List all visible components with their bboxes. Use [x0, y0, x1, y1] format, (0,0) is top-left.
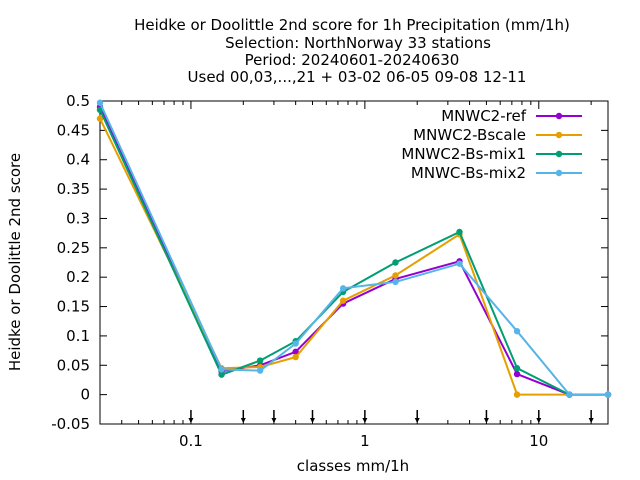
series-point-1	[339, 297, 347, 304]
x-tick-label: 10	[529, 432, 548, 450]
threshold-arrow-head	[536, 418, 542, 423]
legend-swatch-marker	[555, 169, 563, 177]
legend-swatch-marker	[555, 150, 563, 158]
y-tick-label: 0.35	[57, 180, 90, 198]
threshold-arrow-head	[240, 418, 246, 423]
x-tick-label: 0.1	[179, 432, 203, 450]
series-point-1	[96, 115, 104, 122]
series-point-3	[392, 278, 399, 286]
y-tick-label: 0.05	[57, 356, 90, 374]
y-tick-label: 0	[80, 386, 90, 404]
series-point-1	[513, 391, 521, 398]
threshold-arrow-head	[271, 418, 277, 423]
series-point-1	[292, 353, 299, 361]
series-point-0	[292, 348, 299, 355]
y-axis: -0.05 0 0.05 0.1 0.15 0.2 0.25 0.3 0.35 0.4 0.45 0.…	[51, 92, 608, 433]
y-tick-label: -0.05	[51, 415, 90, 433]
title-line-2: Selection: NorthNorway 33 stations	[225, 34, 491, 52]
series-line-0	[99, 106, 608, 396]
series-point-3	[292, 340, 299, 347]
series-point-2	[513, 365, 521, 372]
threshold-arrow-head	[188, 418, 194, 423]
y-tick-label: 0.15	[57, 298, 90, 316]
plot-frame	[99, 100, 609, 425]
x-axis-label: classes mm/1h	[297, 457, 409, 475]
series-lines	[96, 99, 612, 398]
series-point-2	[256, 357, 264, 364]
y-axis-label: Heidke or Doolittle 2nd score	[6, 153, 24, 371]
title-line-3: Period: 20240601-20240630	[245, 51, 460, 69]
legend-label: MNWC2-Bs-mix1	[401, 145, 526, 163]
series-point-3	[256, 367, 264, 374]
threshold-arrow-head	[310, 418, 316, 423]
series-point-1	[392, 272, 399, 279]
threshold-arrow-head	[483, 418, 489, 423]
y-tick-label: 0.3	[66, 209, 90, 227]
y-tick-label: 0.25	[57, 239, 90, 257]
series-point-2	[456, 228, 463, 236]
series-line-2	[99, 109, 608, 396]
legend-label: MNWC2-Bscale	[413, 126, 526, 144]
legend: MNWC2-refMNWC2-BscaleMNWC2-Bs-mix1MNWC-B…	[401, 107, 582, 182]
legend-label: MNWC2-ref	[441, 107, 526, 125]
threshold-arrow-head	[588, 418, 594, 423]
series-point-3	[566, 391, 573, 398]
chart-title: Heidke or Doolittle 2nd score for 1h Pre…	[134, 16, 570, 86]
series-point-2	[392, 259, 399, 266]
y-tick-label: 0.45	[57, 121, 90, 139]
class-threshold-arrows	[188, 410, 594, 423]
series-point-3	[513, 328, 521, 335]
title-line-1: Heidke or Doolittle 2nd score for 1h Pre…	[134, 16, 570, 34]
series-point-3	[96, 99, 104, 106]
threshold-arrow-head	[362, 418, 368, 423]
series-point-0	[513, 370, 521, 378]
series-line-3	[99, 102, 608, 396]
y-tick-label: 0.1	[66, 327, 90, 345]
series-point-3	[339, 285, 347, 292]
series-point-3	[456, 260, 463, 267]
x-axis: 0.1 1 10	[121, 101, 592, 450]
y-tick-label: 0.4	[66, 151, 90, 169]
series-point-3	[604, 391, 612, 398]
series-line-1	[99, 118, 608, 396]
title-line-4: Used 00,03,...,21 + 03-02 06-05 09-08 12…	[188, 68, 527, 86]
legend-label: MNWC-Bs-mix2	[411, 164, 526, 182]
threshold-arrow-head	[414, 418, 420, 423]
legend-swatch-marker	[555, 131, 563, 139]
y-tick-label: 0.2	[66, 268, 90, 286]
series-point-2	[218, 371, 225, 378]
legend-swatch-marker	[555, 112, 563, 120]
y-tick-label: 0.5	[66, 92, 90, 110]
series-point-3	[218, 366, 225, 373]
x-tick-label: 1	[360, 432, 370, 450]
